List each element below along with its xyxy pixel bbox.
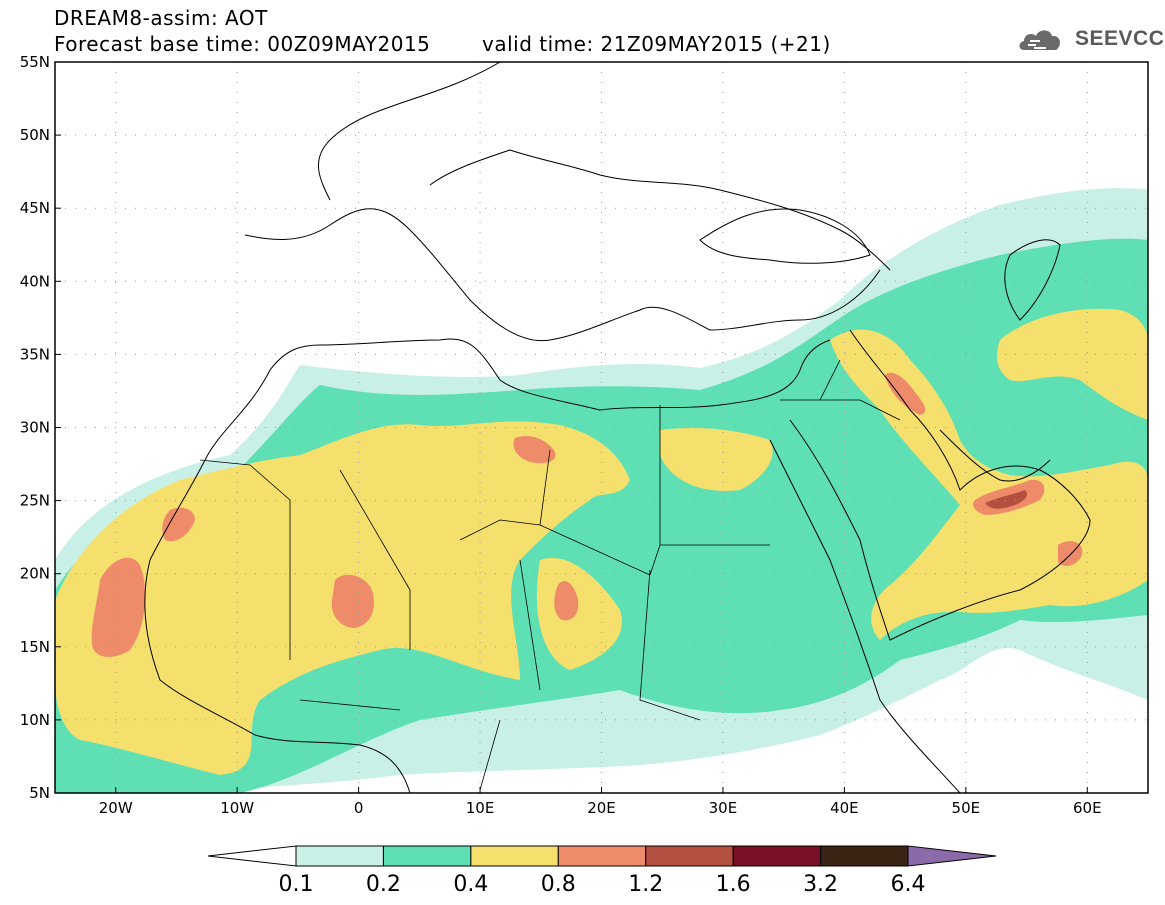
colorbar-low-triangle xyxy=(207,845,297,867)
lat-tick-label: 15N xyxy=(20,638,50,656)
lat-lon-grid xyxy=(55,62,1148,793)
aot-band-0.8-oman xyxy=(1058,541,1083,566)
lon-tick-label: 0 xyxy=(354,799,364,817)
lon-tick-label: 20W xyxy=(99,799,133,817)
colorbar-label: 0.8 xyxy=(541,872,576,897)
forecast-base-time: Forecast base time: 00Z09MAY2015 xyxy=(54,32,431,56)
colorbar-segment xyxy=(820,845,909,867)
aot-contours xyxy=(55,188,1148,793)
colorbar-high-triangle xyxy=(907,845,997,867)
lat-tick-label: 50N xyxy=(20,126,50,144)
colorbar-segment xyxy=(295,845,384,867)
lat-tick-label: 10N xyxy=(20,711,50,729)
lon-tick-label: 30E xyxy=(709,799,738,817)
lon-tick-label: 60E xyxy=(1073,799,1102,817)
aot-band-0.8-mauritania xyxy=(91,557,146,657)
logo-text: SEEVCCC xyxy=(1075,27,1165,50)
coastlines-borders xyxy=(144,62,1091,793)
aot-band-0.8-chad xyxy=(554,580,579,621)
colorbar-segment xyxy=(557,845,647,867)
colorbar-legend: 0.1 0.2 0.4 0.8 1.2 1.6 3.2 6.4 xyxy=(207,845,997,897)
chart-title: DREAM8-assim: AOT xyxy=(54,6,268,30)
lat-tick-label: 30N xyxy=(20,419,50,437)
colorbar-label: 6.4 xyxy=(891,872,926,897)
colorbar-label: 0.2 xyxy=(366,872,401,897)
valid-time: valid time: 21Z09MAY2015 (+21) xyxy=(482,32,831,56)
lat-tick-label: 45N xyxy=(20,199,50,217)
lon-tick-label: 40E xyxy=(830,799,859,817)
aot-band-0.8-iraq xyxy=(885,372,926,415)
colorbar-label: 0.1 xyxy=(279,872,314,897)
colorbar-segment xyxy=(470,845,559,867)
lat-tick-label: 25N xyxy=(20,492,50,510)
aot-band-1.2-uae xyxy=(985,490,1027,509)
lat-tick-label: 35N xyxy=(20,345,50,363)
aot-band-0.8-wsahara xyxy=(162,507,195,542)
lat-tick-label: 55N xyxy=(20,53,50,71)
lon-tick-label: 10W xyxy=(220,799,254,817)
aot-band-0.8-libya xyxy=(513,435,556,464)
longitude-axis: 20W 10W 0 10E 20E 30E 40E 50E 60E xyxy=(99,787,1102,817)
lat-tick-label: 20N xyxy=(20,565,50,583)
aot-band-0.4-iran xyxy=(997,308,1148,420)
colorbar-segment xyxy=(732,845,822,867)
lon-tick-label: 50E xyxy=(952,799,981,817)
lon-tick-label: 10E xyxy=(466,799,495,817)
lon-tick-label: 20E xyxy=(587,799,616,817)
aot-band-0.4-egypt xyxy=(660,428,773,491)
lat-tick-label: 5N xyxy=(29,784,50,802)
aot-band-0.8-mali xyxy=(331,574,375,628)
colorbar-segment xyxy=(645,845,734,867)
colorbar-label: 1.6 xyxy=(716,872,751,897)
colorbar-label: 1.2 xyxy=(628,872,663,897)
colorbar-segment xyxy=(382,845,472,867)
colorbar-label: 3.2 xyxy=(803,872,838,897)
cloud-logo-icon xyxy=(1019,30,1060,50)
lat-tick-label: 40N xyxy=(20,272,50,290)
latitude-axis: 55N 50N 45N 40N 35N 30N 25N 20N 15N 10N 5N xyxy=(20,53,61,802)
colorbar-label: 0.4 xyxy=(453,872,488,897)
